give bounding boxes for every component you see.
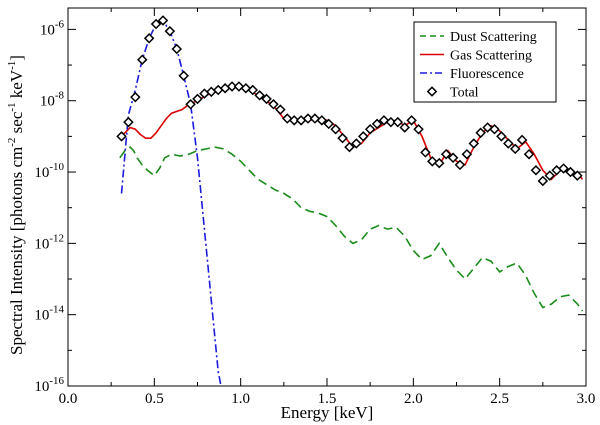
- y-tick-label: 10-10: [34, 161, 64, 181]
- total-marker: [537, 175, 549, 187]
- total-marker: [116, 131, 127, 142]
- legend-box: [413, 21, 557, 103]
- total-marker: [461, 148, 473, 160]
- total-marker: [509, 143, 521, 155]
- total-marker: [302, 113, 314, 124]
- y-tick-label: 10-8: [40, 90, 65, 110]
- total-marker: [130, 91, 141, 103]
- x-tick-label: 1.0: [231, 391, 250, 407]
- total-marker: [468, 138, 480, 149]
- total-marker: [275, 104, 286, 115]
- total-marker: [254, 90, 265, 101]
- total-marker: [330, 123, 341, 135]
- total-marker: [171, 43, 183, 55]
- y-tick-label: 10-12: [34, 232, 64, 252]
- total-marker: [178, 70, 189, 82]
- total-marker: [261, 93, 272, 105]
- total-marker: [143, 33, 155, 44]
- x-tick-label: 0.5: [145, 391, 164, 407]
- total-marker: [516, 134, 528, 146]
- total-marker: [406, 115, 417, 126]
- total-marker: [150, 18, 162, 30]
- total-marker: [496, 131, 507, 142]
- total-marker: [447, 152, 459, 164]
- legend-label: Total: [450, 86, 479, 101]
- axis-ticks: [67, 8, 587, 387]
- total-marker: [123, 116, 134, 128]
- total-marker: [420, 147, 431, 158]
- y-tick-labels: 10-6 10-8 10-10 10-12 10-14 10-16: [34, 18, 64, 395]
- total-marker: [337, 132, 348, 144]
- total-marker: [226, 81, 238, 92]
- x-tick-label: 3.0: [577, 391, 596, 407]
- total-marker: [247, 84, 259, 96]
- total-marker: [413, 123, 424, 135]
- total-marker: [364, 123, 376, 135]
- total-marker: [427, 156, 438, 167]
- x-tick-label: 2.0: [404, 391, 423, 407]
- y-tick-label: 10-14: [34, 304, 64, 324]
- legend-item-dust-scattering: Dust Scattering: [420, 30, 537, 45]
- total-marker: [523, 148, 535, 160]
- total-marker: [392, 116, 404, 128]
- total-marker: [357, 131, 369, 142]
- series-line-fluorescence: [120, 19, 222, 386]
- total-marker: [240, 82, 252, 94]
- total-marker: [565, 166, 576, 178]
- legend-marker: [426, 86, 438, 97]
- legend-item-fluorescence: Fluorescence: [420, 67, 524, 82]
- total-marker: [399, 122, 410, 133]
- series-line-dust-scattering: [119, 146, 584, 312]
- total-marker: [136, 54, 148, 65]
- legend-label: Dust Scattering: [450, 30, 537, 45]
- legend-label: Fluorescence: [450, 67, 524, 82]
- x-tick-labels: 0.0 0.5 1.0 1.5 2.0 2.5 3.0: [59, 391, 596, 407]
- legend-item-total: Total: [426, 86, 479, 101]
- y-tick-label: 10-6: [40, 18, 65, 38]
- total-marker: [454, 159, 466, 171]
- plot-content: [116, 15, 584, 386]
- legend-label: Gas Scattering: [450, 49, 532, 64]
- total-marker: [475, 127, 486, 139]
- total-marker: [530, 164, 542, 176]
- total-marker: [192, 93, 203, 105]
- total-marker: [185, 99, 196, 110]
- x-axis-title: Energy [keV]: [281, 403, 374, 422]
- x-tick-label: 0.0: [59, 391, 78, 407]
- total-marker: [544, 170, 556, 181]
- total-marker: [351, 138, 362, 149]
- total-marker: [268, 99, 279, 110]
- total-marker: [489, 123, 500, 135]
- x-tick-label: 2.5: [490, 391, 509, 407]
- total-marker: [371, 118, 383, 130]
- total-marker: [316, 115, 328, 126]
- total-marker: [433, 157, 445, 169]
- y-tick-label: 10-16: [34, 375, 64, 395]
- total-marker: [503, 138, 514, 149]
- total-marker: [282, 113, 293, 124]
- total-marker: [288, 115, 300, 126]
- total-marker: [558, 163, 569, 174]
- total-marker: [385, 116, 397, 128]
- legend: Dust Scattering Gas Scattering Fluorescenc…: [413, 21, 557, 103]
- total-marker: [572, 170, 583, 181]
- total-marker: [323, 118, 334, 130]
- legend-item-gas-scattering: Gas Scattering: [420, 49, 532, 64]
- total-marker: [157, 15, 169, 26]
- total-marker: [344, 141, 355, 153]
- y-axis-title: Spectral Intensity [photons cm-2 sec-1 k…: [6, 55, 26, 355]
- total-marker: [164, 25, 176, 37]
- total-marker: [440, 148, 452, 160]
- x-tick-label: 1.5: [318, 391, 337, 407]
